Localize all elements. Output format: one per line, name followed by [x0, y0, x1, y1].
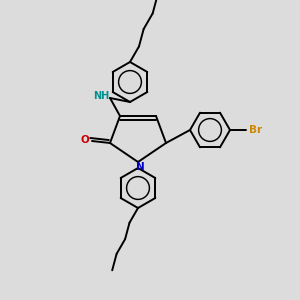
Text: N: N	[136, 162, 144, 172]
Text: O: O	[81, 135, 89, 145]
Text: NH: NH	[93, 91, 109, 101]
Text: Br: Br	[249, 125, 262, 135]
